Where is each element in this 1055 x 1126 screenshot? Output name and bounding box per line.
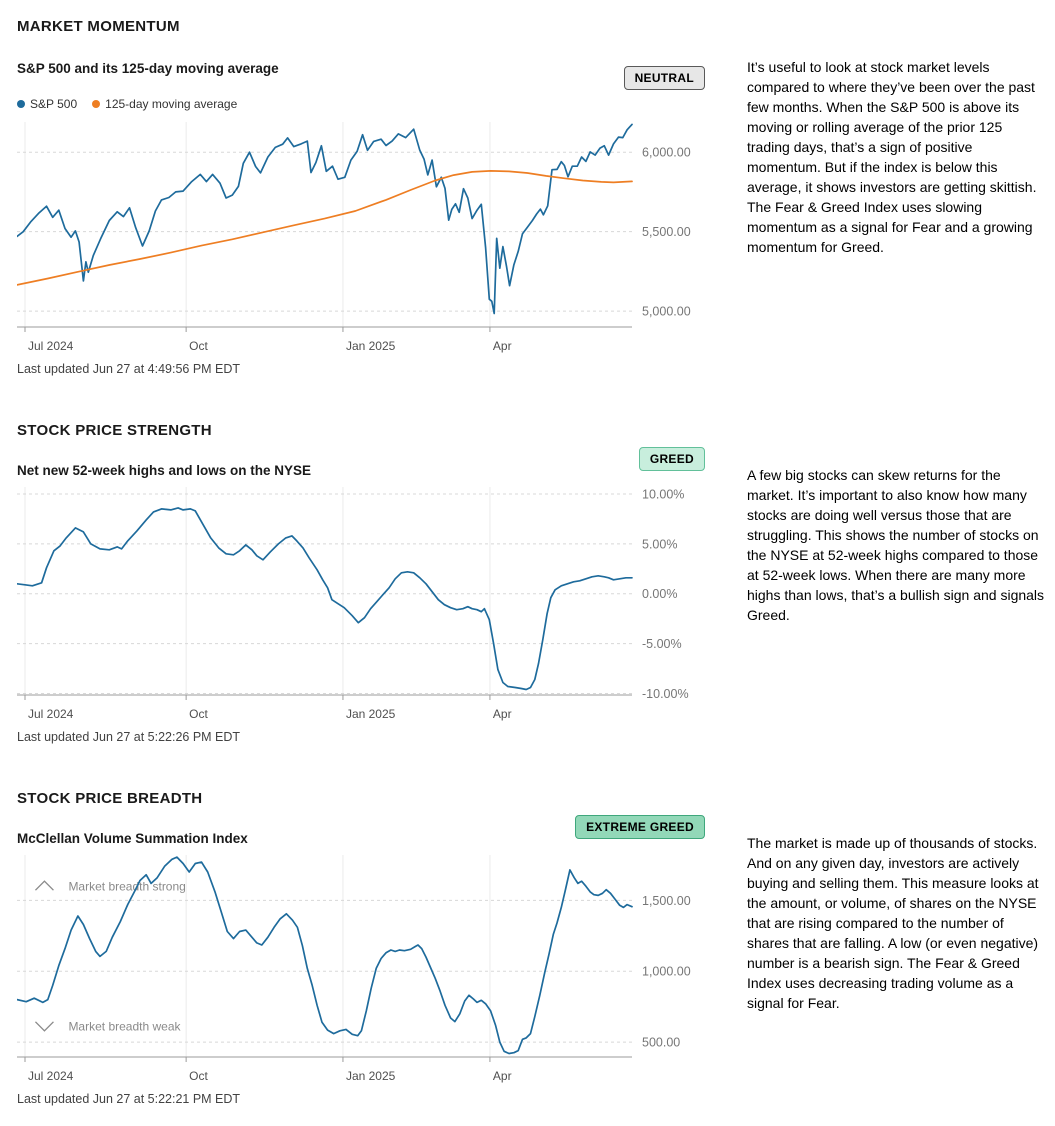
y-tick-label: 1,000.00 bbox=[642, 965, 691, 979]
y-tick-label: 1,500.00 bbox=[642, 894, 691, 908]
series-line bbox=[16, 507, 633, 691]
chart-head: S&P 500 and its 125-day moving average N… bbox=[17, 57, 707, 90]
x-tick-label: Jan 2025 bbox=[345, 707, 396, 721]
description-stock-price-breadth: The market is made up of thousands of st… bbox=[747, 835, 1039, 1011]
sp500-legend-dot-icon bbox=[17, 100, 25, 108]
x-tick-label: Jul 2024 bbox=[27, 339, 74, 353]
y-tick-label: 6,000.00 bbox=[642, 146, 691, 160]
y-tick-label: 5,500.00 bbox=[642, 225, 691, 239]
y-tick-label: 0.00% bbox=[642, 587, 677, 601]
section-header-stock-price-strength: STOCK PRICE STRENGTH bbox=[17, 422, 212, 439]
x-tick-label: Oct bbox=[189, 1069, 208, 1083]
y-tick-label: -10.00% bbox=[642, 687, 689, 701]
section-stock-price-breadth: STOCK PRICE BREADTH McClellan Volume Sum… bbox=[16, 790, 1047, 1106]
y-tick-label: 5,000.00 bbox=[642, 305, 691, 319]
series-line bbox=[16, 856, 633, 1055]
net-new-highs-chart[interactable]: -10.00% -5.00% 0.00% 5.00% 10.00% Jul 2024 Oct… bbox=[16, 487, 707, 723]
last-updated-stock-price-strength: Last updated Jun 27 at 5:22:26 PM EDT bbox=[17, 730, 241, 744]
x-tick-label: Apr bbox=[492, 339, 512, 353]
series-line bbox=[16, 170, 633, 286]
x-tick-label: Jul 2024 bbox=[27, 707, 74, 721]
x-axis-labels: Jul 2024 Oct Jan 2025 Apr bbox=[17, 339, 707, 355]
x-tick-label: Jan 2025 bbox=[345, 1069, 396, 1083]
chart-card-market-momentum: S&P 500 and its 125-day moving average N… bbox=[16, 57, 707, 376]
chart-title-sp500: S&P 500 and its 125-day moving average bbox=[17, 61, 279, 76]
mcclellan-summation-chart[interactable]: 500.00 1,000.00 1,500.00 Market breadth str… bbox=[16, 855, 707, 1085]
rating-badge-neutral: NEUTRAL bbox=[623, 66, 705, 90]
x-tick-label: Apr bbox=[492, 707, 512, 721]
last-updated-stock-price-breadth: Last updated Jun 27 at 5:22:21 PM EDT bbox=[17, 1092, 241, 1106]
chart-card-stock-price-strength: Net new 52-week highs and lows on the NY… bbox=[16, 447, 707, 744]
chart-legend: S&P 500 125-day moving average bbox=[17, 97, 707, 111]
legend-label-moving-average: 125-day moving average bbox=[105, 97, 238, 111]
chart-svg: 5,000.00 5,500.00 6,000.00 bbox=[16, 122, 691, 332]
x-tick-label: Apr bbox=[492, 1069, 512, 1083]
chart-title-mcclellan: McClellan Volume Summation Index bbox=[17, 831, 248, 846]
last-updated-market-momentum: Last updated Jun 27 at 4:49:56 PM EDT bbox=[17, 362, 241, 376]
chart-svg: -10.00% -5.00% 0.00% 5.00% 10.00% bbox=[16, 487, 689, 701]
chart-title-net-new-highs: Net new 52-week highs and lows on the NY… bbox=[17, 463, 312, 478]
y-tick-label: 10.00% bbox=[642, 487, 684, 501]
y-tick-label: 500.00 bbox=[642, 1036, 680, 1050]
section-stock-price-strength: STOCK PRICE STRENGTH Net new 52-week hig… bbox=[16, 422, 1047, 744]
series-line bbox=[16, 123, 633, 315]
chart-head: McClellan Volume Summation Index EXTREME… bbox=[17, 815, 707, 846]
chevron-up-icon bbox=[34, 880, 54, 891]
section-header-market-momentum: MARKET MOMENTUM bbox=[17, 18, 180, 35]
chart-head: Net new 52-week highs and lows on the NY… bbox=[17, 447, 707, 478]
sp500-moving-average-chart[interactable]: 5,000.00 5,500.00 6,000.00 Jul 2024 Oct Jan 2… bbox=[16, 122, 707, 355]
chevron-down-icon bbox=[34, 1021, 54, 1032]
x-tick-label: Oct bbox=[189, 707, 208, 721]
legend-item-sp500: S&P 500 bbox=[17, 97, 77, 111]
description-market-momentum: It’s useful to look at stock market leve… bbox=[747, 59, 1037, 255]
chart-annotation-label: Market breadth strong bbox=[68, 880, 185, 894]
description-stock-price-strength: A few big stocks can skew returns for th… bbox=[747, 467, 1045, 623]
x-axis-labels: Jul 2024 Oct Jan 2025 Apr bbox=[17, 707, 707, 723]
x-tick-label: Jul 2024 bbox=[27, 1069, 74, 1083]
moving-average-legend-dot-icon bbox=[92, 100, 101, 108]
x-tick-label: Jan 2025 bbox=[345, 339, 396, 353]
x-tick-label: Oct bbox=[189, 339, 208, 353]
section-market-momentum: MARKET MOMENTUM S&P 500 and its 125-day … bbox=[16, 18, 1047, 376]
section-header-stock-price-breadth: STOCK PRICE BREADTH bbox=[17, 790, 203, 807]
y-tick-label: 5.00% bbox=[642, 537, 677, 551]
rating-badge-greed: GREED bbox=[638, 447, 705, 471]
chart-svg: 500.00 1,000.00 1,500.00 Market breadth str… bbox=[16, 855, 691, 1062]
legend-item-moving-average: 125-day moving average bbox=[92, 97, 237, 111]
rating-badge-extreme-greed: EXTREME GREED bbox=[575, 815, 705, 839]
x-axis-labels: Jul 2024 Oct Jan 2025 Apr bbox=[17, 1069, 707, 1085]
legend-label-sp500: S&P 500 bbox=[30, 97, 78, 111]
y-tick-label: -5.00% bbox=[642, 637, 682, 651]
chart-annotation-label: Market breadth weak bbox=[68, 1019, 181, 1033]
chart-card-stock-price-breadth: McClellan Volume Summation Index EXTREME… bbox=[16, 815, 707, 1106]
